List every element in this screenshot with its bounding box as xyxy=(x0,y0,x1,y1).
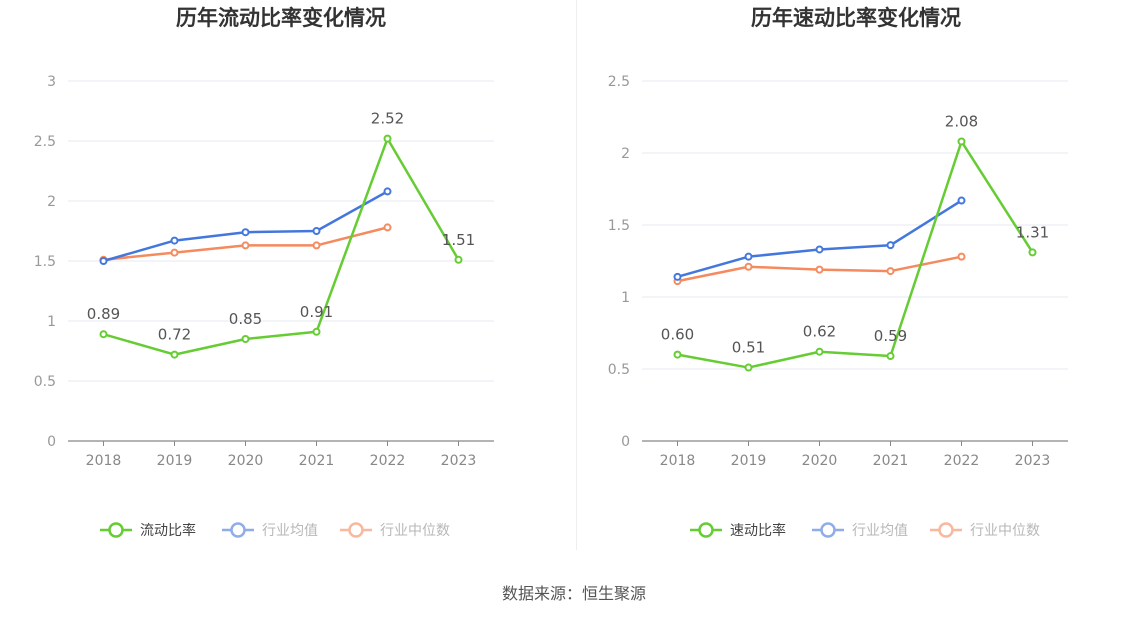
chart-title: 历年速动比率变化情况 xyxy=(751,6,961,30)
y-tick-label: 3 xyxy=(47,74,56,90)
x-tick-label: 2020 xyxy=(802,453,838,469)
x-tick-label: 2023 xyxy=(441,453,477,469)
data-point[interactable] xyxy=(312,241,321,250)
y-tick-label: 2 xyxy=(621,146,630,162)
data-point[interactable] xyxy=(170,236,179,245)
series-line xyxy=(103,137,460,356)
data-label: 0.89 xyxy=(87,305,120,323)
data-point[interactable] xyxy=(99,257,108,265)
data-label: 0.59 xyxy=(874,327,907,345)
x-tick-label: 2021 xyxy=(873,453,909,469)
y-tick-label: 0 xyxy=(621,434,630,450)
x-tick-label: 2019 xyxy=(731,453,767,469)
x-tick-label: 2018 xyxy=(660,453,696,469)
data-point[interactable] xyxy=(241,228,250,237)
x-tick-label: 2019 xyxy=(157,453,193,469)
data-point[interactable] xyxy=(312,327,321,336)
data-point[interactable] xyxy=(815,245,824,254)
data-source: 数据来源：恒生聚源 xyxy=(501,584,646,603)
legend-item[interactable]: 行业中位数 xyxy=(930,522,1040,539)
legend-label: 行业中位数 xyxy=(970,523,1040,539)
y-tick-label: 2 xyxy=(47,194,56,210)
data-point[interactable] xyxy=(170,248,179,257)
data-point[interactable] xyxy=(383,187,392,196)
data-label: 0.62 xyxy=(803,323,836,341)
y-tick-label: 1.5 xyxy=(608,218,630,234)
chart-title: 历年流动比率变化情况 xyxy=(176,6,386,30)
data-point[interactable] xyxy=(957,196,966,205)
data-label: 0.72 xyxy=(158,326,191,344)
data-point[interactable] xyxy=(815,347,824,356)
data-point[interactable] xyxy=(170,350,179,359)
legend-label: 行业均值 xyxy=(262,523,318,539)
x-tick-label: 2022 xyxy=(944,453,980,469)
data-point[interactable] xyxy=(815,265,824,274)
y-tick-label: 1 xyxy=(47,314,56,330)
series-line xyxy=(103,190,389,263)
current-ratio-plot: 0 0.5 1 1.5 2 2.5 3 2018 2019 2020 2021 2022 2023 0.8… xyxy=(34,74,494,539)
data-label: 0.85 xyxy=(229,310,262,328)
data-point[interactable] xyxy=(886,267,895,276)
legend-item[interactable]: 行业中位数 xyxy=(340,522,450,539)
data-point[interactable] xyxy=(383,223,392,232)
legend-item[interactable]: 行业均值 xyxy=(812,522,908,539)
data-label: 1.51 xyxy=(442,231,475,249)
y-tick-label: 2.5 xyxy=(34,134,56,150)
data-point[interactable] xyxy=(241,241,250,250)
quick-ratio-chart: 历年速动比率变化情况 0 0.5 1 1.5 2 2.5 2018 2019 2020 2021 2… xyxy=(574,0,1148,560)
data-label: 2.08 xyxy=(945,112,978,130)
current-ratio-chart: 历年流动比率变化情况 0 0.5 1 1.5 2 2.5 3 2018 2019 2020 2021… xyxy=(0,0,574,560)
legend-item[interactable]: 速动比率 xyxy=(690,522,786,539)
data-point[interactable] xyxy=(383,134,392,143)
series-line xyxy=(677,140,1034,369)
data-point[interactable] xyxy=(744,363,753,372)
data-point[interactable] xyxy=(744,252,753,261)
data-point[interactable] xyxy=(454,255,463,264)
data-label: 2.52 xyxy=(371,110,404,128)
legend-item[interactable]: 流动比率 xyxy=(100,522,196,539)
y-tick-label: 1 xyxy=(621,290,630,306)
legend-label: 流动比率 xyxy=(140,522,196,539)
data-label: 0.91 xyxy=(300,303,333,321)
x-tick-label: 2018 xyxy=(86,453,122,469)
data-point[interactable] xyxy=(957,252,966,261)
x-tick-label: 2021 xyxy=(299,453,335,469)
data-point[interactable] xyxy=(957,137,966,146)
y-tick-label: 0.5 xyxy=(608,362,630,378)
data-point[interactable] xyxy=(886,352,895,361)
data-label: 1.31 xyxy=(1016,223,1049,241)
data-point[interactable] xyxy=(673,350,682,359)
x-tick-label: 2022 xyxy=(370,453,406,469)
data-label: 0.60 xyxy=(661,326,694,344)
y-tick-label: 1.5 xyxy=(34,254,56,270)
data-point[interactable] xyxy=(99,330,108,339)
legend-label: 行业中位数 xyxy=(380,523,450,539)
x-tick-label: 2023 xyxy=(1015,453,1051,469)
data-point[interactable] xyxy=(241,335,250,343)
panel-divider xyxy=(576,0,577,550)
data-point[interactable] xyxy=(312,227,321,235)
y-tick-label: 0 xyxy=(47,434,56,450)
data-point[interactable] xyxy=(886,241,895,250)
y-tick-label: 2.5 xyxy=(608,74,630,90)
x-tick-label: 2020 xyxy=(228,453,264,469)
legend-item[interactable]: 行业均值 xyxy=(222,522,318,539)
data-point[interactable] xyxy=(1028,248,1037,257)
data-point[interactable] xyxy=(744,262,753,271)
y-tick-label: 0.5 xyxy=(34,374,56,390)
data-label: 0.51 xyxy=(732,339,765,357)
legend-label: 速动比率 xyxy=(730,522,786,539)
legend-label: 行业均值 xyxy=(852,523,908,539)
data-point[interactable] xyxy=(673,272,682,281)
